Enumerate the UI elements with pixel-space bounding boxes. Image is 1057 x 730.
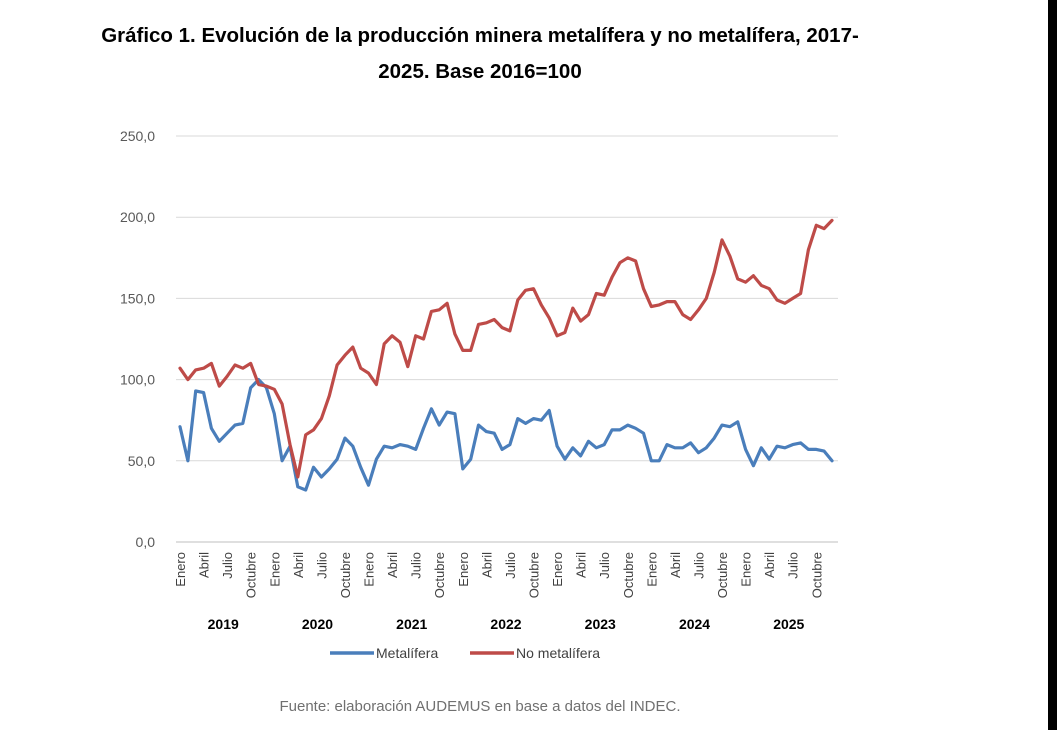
y-tick-label: 100,0 [120, 372, 155, 388]
x-tick-label: Julio [597, 552, 612, 579]
x-tick-label: Enero [173, 552, 188, 587]
x-tick-label: Enero [739, 552, 754, 587]
x-tick-label: Octubre [432, 552, 447, 598]
source-note: Fuente: elaboración AUDEMUS en base a da… [279, 698, 681, 715]
series-line-metalifera [178, 378, 834, 492]
year-label: 2023 [585, 616, 616, 632]
x-axis-ticks: Enero Abril Julio Octubre Enero Abril Julio Oct… [173, 552, 824, 598]
year-label: 2025 [773, 616, 804, 632]
year-label: 2024 [679, 616, 710, 632]
x-tick-label: Enero [550, 552, 565, 587]
x-tick-label: Enero [644, 552, 659, 587]
y-tick-label: 150,0 [120, 290, 155, 306]
y-tick-label: 250,0 [120, 128, 155, 144]
x-tick-label: Julio [503, 552, 518, 579]
x-tick-label: Abril [385, 552, 400, 578]
x-tick-label: Julio [691, 552, 706, 579]
y-tick-label: 200,0 [120, 209, 155, 225]
legend: Metalífera No metalífera [330, 645, 600, 661]
x-tick-label: Octubre [338, 552, 353, 598]
x-tick-label: Julio [786, 552, 801, 579]
y-tick-label: 50,0 [128, 453, 155, 469]
x-tick-label: Octubre [621, 552, 636, 598]
x-tick-label: Octubre [526, 552, 541, 598]
x-tick-label: Abril [574, 552, 589, 578]
legend-label: Metalífera [376, 645, 438, 661]
x-tick-label: Abril [291, 552, 306, 578]
x-tick-label: Octubre [715, 552, 730, 598]
x-tick-label: Abril [668, 552, 683, 578]
chart-title-line2: 2025. Base 2016=100 [378, 60, 582, 83]
x-tick-label: Abril [762, 552, 777, 578]
year-label: 2021 [396, 616, 427, 632]
line-chart: 0,0 50,0 100,0 150,0 200,0 250,0 Enero Abril Ju… [120, 128, 838, 661]
y-tick-label: 0,0 [136, 534, 156, 550]
legend-label: No metalífera [516, 645, 600, 661]
frame-edge [1048, 0, 1057, 730]
gridlines [176, 135, 838, 543]
y-axis-ticks: 0,0 50,0 100,0 150,0 200,0 250,0 [120, 128, 155, 550]
series-lines [178, 218, 834, 492]
x-axis-years: 2019 2020 2021 2022 2023 2024 2025 [208, 616, 805, 632]
series-line-no-metalifera [178, 218, 834, 479]
year-label: 2022 [490, 616, 521, 632]
x-tick-label: Octubre [244, 552, 259, 598]
x-tick-label: Julio [220, 552, 235, 579]
x-tick-label: Octubre [809, 552, 824, 598]
year-label: 2019 [208, 616, 239, 632]
x-tick-label: Julio [409, 552, 424, 579]
year-label: 2020 [302, 616, 333, 632]
x-tick-label: Enero [456, 552, 471, 587]
chart-title: Gráfico 1. Evolución de la producción mi… [0, 18, 960, 90]
x-tick-label: Abril [479, 552, 494, 578]
chart-title-line1: Gráfico 1. Evolución de la producción mi… [101, 24, 859, 47]
x-tick-label: Enero [362, 552, 377, 587]
x-tick-label: Julio [314, 552, 329, 579]
x-tick-label: Abril [197, 552, 212, 578]
x-tick-label: Enero [267, 552, 282, 587]
